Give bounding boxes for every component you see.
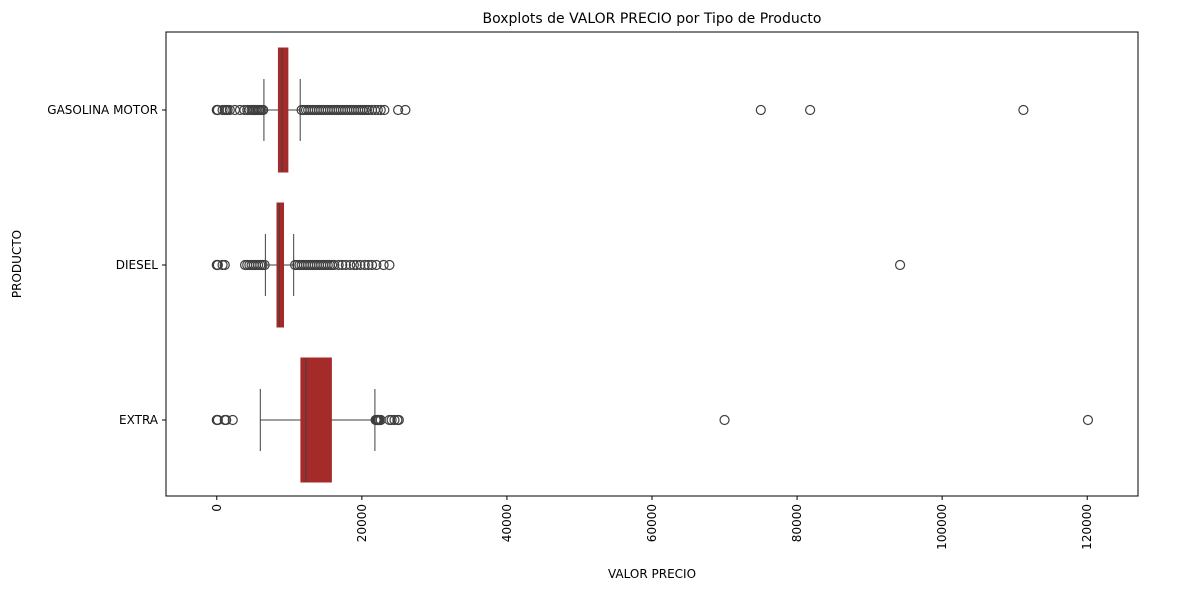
x-tick-label: 80000 xyxy=(790,504,804,542)
y-tick-label: EXTRA xyxy=(119,413,159,427)
outlier-point xyxy=(384,259,395,271)
outlier-point xyxy=(375,104,386,116)
box-group xyxy=(211,357,1094,483)
outlier-point xyxy=(351,259,362,271)
outlier-point xyxy=(363,259,374,271)
outlier-point xyxy=(329,259,340,271)
outlier-point xyxy=(1018,104,1029,116)
outlier-point xyxy=(755,104,766,116)
outlier-point xyxy=(805,104,816,116)
outlier-point xyxy=(359,259,370,271)
outlier-point xyxy=(212,414,223,426)
x-tick-label: 100000 xyxy=(935,504,949,550)
x-axis-title: VALOR PRECIO xyxy=(608,567,696,581)
outlier-point xyxy=(379,104,390,116)
x-tick-label: 40000 xyxy=(500,504,514,542)
iqr-box xyxy=(276,202,285,328)
outlier-point xyxy=(221,414,232,426)
outlier-point xyxy=(333,259,344,271)
outlier-point xyxy=(393,414,404,426)
outlier-point xyxy=(389,414,400,426)
outlier-point xyxy=(224,104,235,116)
outlier-point xyxy=(345,259,356,271)
outlier-point xyxy=(212,259,223,271)
outlier-point xyxy=(259,259,270,271)
outlier-point xyxy=(212,104,223,116)
outlier-point xyxy=(378,259,389,271)
y-axis: GASOLINA MOTOR DIESEL EXTRA xyxy=(47,103,166,427)
x-axis: 0 20000 40000 60000 80000 100000 120000 xyxy=(210,496,1094,550)
outlier-point xyxy=(1082,414,1094,426)
iqr-box xyxy=(277,47,289,173)
outlier-point xyxy=(227,414,238,426)
outlier-point xyxy=(372,104,383,116)
outlier-point xyxy=(258,104,269,116)
outlier-point xyxy=(386,414,397,426)
outlier-point xyxy=(371,259,382,271)
x-tick-label: 20000 xyxy=(355,504,369,542)
chart-title: Boxplots de VALOR PRECIO por Tipo de Pro… xyxy=(483,11,822,27)
outlier-point xyxy=(219,259,230,271)
y-tick-label: GASOLINA MOTOR xyxy=(47,103,158,117)
box-group xyxy=(211,202,906,328)
outlier-point xyxy=(393,104,404,116)
outlier-point xyxy=(894,259,906,271)
x-tick-label: 0 xyxy=(210,504,224,512)
plot-area xyxy=(211,47,1094,483)
outlier-point xyxy=(719,414,730,426)
x-tick-label: 120000 xyxy=(1080,504,1094,550)
x-tick-label: 60000 xyxy=(645,504,659,542)
outlier-point xyxy=(348,259,359,271)
y-axis-title: PRODUCTO xyxy=(10,230,24,298)
outlier-point xyxy=(366,259,378,271)
y-tick-label: DIESEL xyxy=(116,258,159,272)
outlier-point xyxy=(400,104,411,116)
outlier-point xyxy=(340,259,351,271)
iqr-box xyxy=(300,357,332,483)
box-group xyxy=(211,47,1029,173)
outlier-point xyxy=(355,259,366,271)
outlier-point xyxy=(337,259,348,271)
